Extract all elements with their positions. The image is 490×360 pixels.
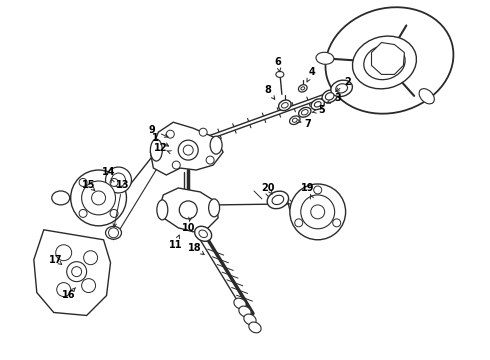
Circle shape <box>172 161 180 169</box>
Ellipse shape <box>239 306 251 317</box>
Circle shape <box>110 179 118 186</box>
Circle shape <box>84 251 98 265</box>
Text: 8: 8 <box>265 85 271 95</box>
Ellipse shape <box>316 52 334 64</box>
Ellipse shape <box>209 199 220 217</box>
Circle shape <box>56 245 72 261</box>
Ellipse shape <box>272 195 284 204</box>
Circle shape <box>92 191 105 205</box>
Text: 17: 17 <box>49 255 63 265</box>
Ellipse shape <box>293 118 297 122</box>
Ellipse shape <box>315 102 321 107</box>
Text: 5: 5 <box>318 105 325 115</box>
Circle shape <box>183 145 193 155</box>
Circle shape <box>82 279 96 293</box>
Text: 11: 11 <box>169 240 182 250</box>
Circle shape <box>311 205 325 219</box>
Polygon shape <box>150 122 223 175</box>
Ellipse shape <box>322 90 337 103</box>
Ellipse shape <box>331 80 352 96</box>
Text: 6: 6 <box>274 58 281 67</box>
Text: 3: 3 <box>334 93 341 103</box>
Text: 18: 18 <box>188 243 202 253</box>
Circle shape <box>108 228 119 238</box>
Text: 13: 13 <box>116 180 129 190</box>
Ellipse shape <box>419 89 434 104</box>
Circle shape <box>72 267 82 276</box>
Ellipse shape <box>279 100 291 111</box>
Ellipse shape <box>301 109 308 115</box>
Circle shape <box>199 128 207 136</box>
Ellipse shape <box>364 45 405 80</box>
Ellipse shape <box>311 99 324 110</box>
Ellipse shape <box>298 107 311 117</box>
Ellipse shape <box>298 85 307 92</box>
Ellipse shape <box>249 322 261 333</box>
Circle shape <box>67 262 87 282</box>
Circle shape <box>290 184 345 240</box>
Text: 15: 15 <box>82 180 96 190</box>
Circle shape <box>71 170 126 226</box>
Ellipse shape <box>301 87 305 90</box>
Circle shape <box>105 167 131 193</box>
Ellipse shape <box>244 314 256 325</box>
Text: 14: 14 <box>102 167 115 177</box>
Ellipse shape <box>234 298 246 309</box>
Circle shape <box>333 219 341 227</box>
Text: 12: 12 <box>153 143 167 153</box>
Text: 20: 20 <box>261 183 275 193</box>
Circle shape <box>178 140 198 160</box>
Text: 7: 7 <box>304 119 311 129</box>
Circle shape <box>82 181 116 215</box>
Circle shape <box>179 201 197 219</box>
Ellipse shape <box>282 103 288 108</box>
Circle shape <box>79 179 87 186</box>
Circle shape <box>79 210 87 217</box>
Circle shape <box>314 186 322 194</box>
Ellipse shape <box>267 191 289 209</box>
Ellipse shape <box>195 226 212 241</box>
Polygon shape <box>371 42 404 75</box>
Text: 2: 2 <box>344 77 351 87</box>
Circle shape <box>166 130 174 138</box>
Circle shape <box>206 156 214 164</box>
Polygon shape <box>34 230 111 315</box>
Circle shape <box>301 195 335 229</box>
Circle shape <box>112 173 125 187</box>
Ellipse shape <box>150 139 162 161</box>
Ellipse shape <box>336 84 347 93</box>
Ellipse shape <box>276 71 284 77</box>
Text: 16: 16 <box>62 289 75 300</box>
Ellipse shape <box>157 200 168 220</box>
Text: 10: 10 <box>181 223 195 233</box>
Text: 19: 19 <box>301 183 315 193</box>
Text: 9: 9 <box>149 125 156 135</box>
Ellipse shape <box>105 226 122 239</box>
Ellipse shape <box>325 93 334 100</box>
Circle shape <box>57 283 71 297</box>
Text: 1: 1 <box>152 133 159 143</box>
Circle shape <box>295 219 303 227</box>
Ellipse shape <box>290 116 300 125</box>
Ellipse shape <box>210 136 222 154</box>
Ellipse shape <box>352 36 416 89</box>
Polygon shape <box>160 188 218 232</box>
Ellipse shape <box>52 191 70 205</box>
Ellipse shape <box>199 230 207 238</box>
Circle shape <box>110 210 118 217</box>
Text: 4: 4 <box>308 67 315 77</box>
